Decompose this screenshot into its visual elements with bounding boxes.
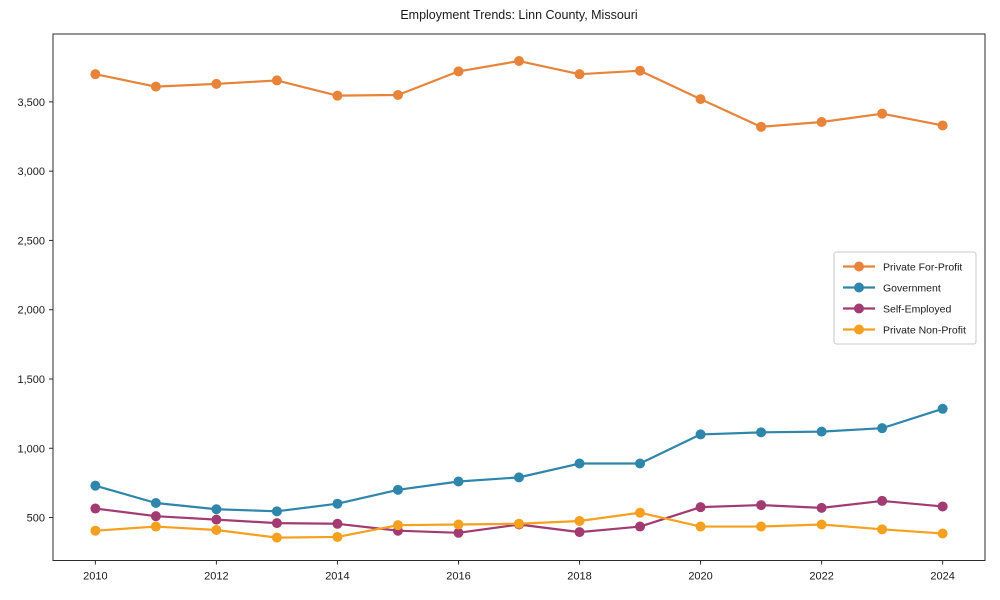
data-point-self-employed: [877, 495, 888, 506]
data-point-government: [392, 484, 403, 495]
x-axis-tick-label: 2018: [567, 571, 591, 583]
data-point-private-non-profit: [150, 521, 161, 532]
data-point-government: [877, 423, 888, 434]
data-point-private-for-profit: [392, 89, 403, 100]
data-point-government: [756, 427, 767, 438]
data-point-self-employed: [574, 527, 585, 538]
data-point-private-non-profit: [271, 532, 282, 543]
x-axis-tick-label: 2024: [930, 571, 954, 583]
data-point-private-non-profit: [816, 519, 827, 530]
data-point-self-employed: [695, 502, 706, 513]
data-point-government: [211, 504, 222, 515]
data-point-private-non-profit: [392, 520, 403, 531]
legend-item-self-employed: Self-Employed: [843, 303, 951, 315]
legend-marker: [854, 282, 864, 293]
data-point-private-for-profit: [816, 116, 827, 127]
data-point-private-for-profit: [90, 69, 101, 80]
legend-item-private-for-profit: Private For-Profit: [843, 261, 962, 273]
legend-label: Self-Employed: [883, 303, 951, 315]
legend-box: [833, 251, 977, 345]
data-point-government: [695, 429, 706, 440]
data-point-private-non-profit: [635, 507, 646, 518]
data-point-private-non-profit: [90, 525, 101, 536]
data-point-private-non-profit: [756, 521, 767, 532]
y-axis-tick-label: 1,500: [17, 374, 45, 386]
x-axis-tick-label: 2020: [688, 571, 712, 583]
data-point-private-non-profit: [695, 521, 706, 532]
data-point-private-non-profit: [937, 528, 948, 539]
y-axis-tick-label: 1,000: [17, 443, 45, 455]
data-point-self-employed: [150, 511, 161, 522]
data-point-government: [816, 426, 827, 437]
data-point-government: [271, 506, 282, 517]
data-point-government: [90, 480, 101, 491]
data-point-private-non-profit: [574, 516, 585, 527]
legend-marker: [854, 303, 864, 314]
data-point-self-employed: [816, 502, 827, 513]
data-point-private-non-profit: [211, 525, 222, 536]
legend-label: Government: [883, 282, 941, 294]
data-point-private-non-profit: [453, 519, 464, 530]
x-axis-tick-label: 2010: [83, 571, 107, 583]
data-point-self-employed: [635, 521, 646, 532]
x-axis-tick-label: 2022: [809, 571, 833, 583]
chart-title: Employment Trends: Linn County, Missouri: [400, 8, 638, 22]
y-axis-tick-label: 500: [27, 513, 45, 525]
plot-border: [52, 33, 986, 561]
data-point-private-non-profit: [877, 524, 888, 535]
data-point-private-for-profit: [877, 108, 888, 119]
data-point-government: [514, 472, 524, 483]
data-point-self-employed: [453, 527, 464, 538]
legend-label: Private Non-Profit: [883, 324, 966, 336]
data-point-self-employed: [211, 514, 222, 525]
data-point-government: [937, 403, 948, 414]
y-axis-tick-label: 2,500: [17, 235, 45, 247]
x-axis-tick-label: 2012: [204, 571, 228, 583]
data-point-self-employed: [937, 501, 948, 512]
data-point-government: [453, 476, 464, 487]
data-point-government: [574, 458, 585, 469]
data-point-private-for-profit: [332, 90, 343, 101]
legend-marker: [854, 324, 864, 335]
data-point-self-employed: [271, 518, 282, 529]
series-line-government: [94, 407, 944, 513]
data-point-government: [332, 498, 343, 509]
legend-marker: [854, 261, 864, 272]
data-point-self-employed: [90, 503, 101, 514]
y-axis-tick-label: 3,000: [17, 166, 45, 178]
data-point-private-for-profit: [756, 121, 767, 132]
y-axis-tick-label: 3,500: [17, 97, 45, 109]
data-point-private-for-profit: [635, 65, 646, 76]
data-point-private-for-profit: [514, 56, 524, 67]
series-line-private-for-profit: [94, 59, 944, 128]
data-point-private-for-profit: [271, 75, 282, 86]
x-axis-tick-label: 2014: [325, 571, 349, 583]
data-point-private-for-profit: [695, 94, 706, 105]
legend: Private For-Profit Government Self-Employe…: [833, 251, 977, 345]
data-point-private-for-profit: [211, 78, 222, 89]
data-point-government: [635, 458, 646, 469]
legend-item-private-non-profit: Private Non-Profit: [843, 324, 966, 336]
data-point-private-for-profit: [453, 66, 464, 77]
data-point-private-non-profit: [332, 531, 343, 542]
data-point-private-for-profit: [937, 120, 948, 131]
data-point-government: [150, 498, 161, 509]
data-point-self-employed: [332, 518, 343, 529]
legend-item-government: Government: [843, 282, 941, 294]
data-point-private-non-profit: [514, 518, 524, 529]
data-point-private-for-profit: [150, 81, 161, 92]
x-axis-tick-label: 2016: [446, 571, 470, 583]
data-point-self-employed: [756, 500, 767, 511]
data-point-private-for-profit: [574, 69, 585, 80]
y-axis-tick-label: 2,000: [17, 305, 45, 317]
legend-label: Private For-Profit: [883, 261, 962, 273]
